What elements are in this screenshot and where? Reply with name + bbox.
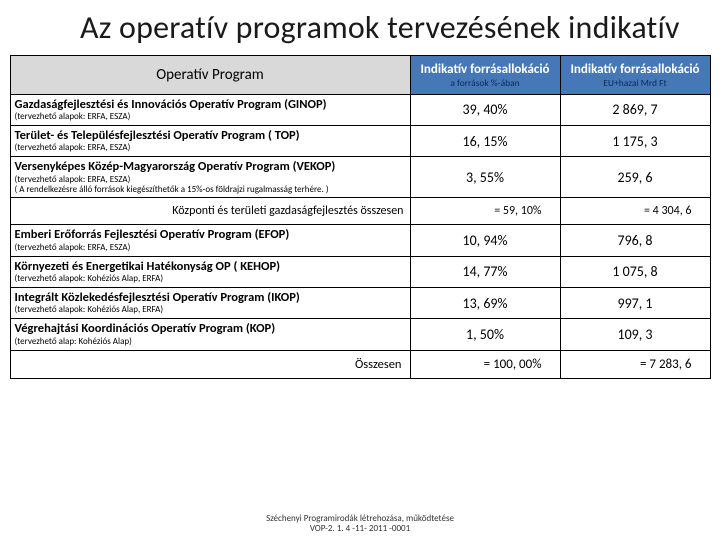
amt-cell: 1 075, 8 — [560, 256, 710, 287]
col-header-pct-main: Indikatív forrásallokáció — [420, 62, 549, 77]
op-name: Környezeti és Energetikai Hatékonyság OP… — [15, 260, 406, 274]
col-header-pct: Indikatív forrásallokáció a források %-á… — [410, 55, 560, 94]
table-row: Környezeti és Energetikai Hatékonyság OP… — [10, 256, 710, 287]
op-note: (tervezhető alapok: Kohéziós Alap, ERFA) — [15, 305, 406, 315]
footer-line2: VOP-2. 1. 4 -11- 2011 -0001 — [0, 524, 720, 534]
slide: Az operatív programok tervezésének indik… — [0, 0, 720, 540]
amt-cell: 997, 1 — [560, 288, 710, 319]
pct-cell: 39, 40% — [410, 94, 560, 125]
col-header-amt-sub: EU+hazai Mrd Ft — [565, 78, 706, 89]
op-note: (tervezhető alap: Kohéziós Alap) — [15, 337, 406, 347]
pct-cell: 13, 69% — [410, 288, 560, 319]
pct-cell: 3, 55% — [410, 157, 560, 198]
amt-cell: 109, 3 — [560, 319, 710, 350]
op-name: Terület- és Településfejlesztési Operatí… — [15, 129, 406, 143]
amt-cell: 796, 8 — [560, 225, 710, 256]
op-cell: Végrehajtási Koordinációs Operatív Progr… — [10, 319, 410, 350]
footer: Széchenyi Programirodák létrehozása, műk… — [0, 514, 720, 534]
table-row: Gazdaságfejlesztési és Innovációs Operat… — [10, 94, 710, 125]
op-name: Végrehajtási Koordinációs Operatív Progr… — [15, 322, 406, 336]
op-note: (tervezhető alapok: ERFA, ESZA) — [15, 143, 406, 153]
table-row: Integrált Közlekedésfejlesztési Operatív… — [10, 288, 710, 319]
op-name: Versenyképes Közép-Magyarország Operatív… — [15, 160, 406, 174]
allocation-table: Operatív Program Indikatív forrásallokác… — [10, 55, 711, 379]
op-cell: Gazdaságfejlesztési és Innovációs Operat… — [10, 94, 410, 125]
op-name: Integrált Közlekedésfejlesztési Operatív… — [15, 291, 406, 305]
col-header-amt: Indikatív forrásallokáció EU+hazai Mrd F… — [560, 55, 710, 94]
table-row: Terület- és Településfejlesztési Operatí… — [10, 126, 710, 157]
total-pct: = 100, 00% — [410, 350, 560, 378]
op-name: Emberi Erőforrás Fejlesztési Operatív Pr… — [15, 228, 406, 242]
total-row: Összesen = 100, 00% = 7 283, 6 — [10, 350, 710, 378]
table-row: Emberi Erőforrás Fejlesztési Operatív Pr… — [10, 225, 710, 256]
op-cell: Terület- és Településfejlesztési Operatí… — [10, 126, 410, 157]
op-cell: Integrált Közlekedésfejlesztési Operatív… — [10, 288, 410, 319]
subtotal-amt: = 4 304, 6 — [560, 198, 710, 225]
table-row: Végrehajtási Koordinációs Operatív Progr… — [10, 319, 710, 350]
col-header-amt-main: Indikatív forrásallokáció — [570, 62, 699, 77]
col-header-op: Operatív Program — [10, 55, 410, 94]
table-row: Versenyképes Közép-Magyarország Operatív… — [10, 157, 710, 198]
subtotal-row: Központi és területi gazdaságfejlesztés … — [10, 198, 710, 225]
op-cell: Emberi Erőforrás Fejlesztési Operatív Pr… — [10, 225, 410, 256]
subtotal-pct: = 59, 10% — [410, 198, 560, 225]
col-header-pct-sub: a források %-ában — [415, 78, 556, 89]
op-name: Gazdaságfejlesztési és Innovációs Operat… — [15, 98, 406, 112]
op-note: ( A rendelkezésre álló források kiegészí… — [15, 185, 406, 195]
subtotal-label: Központi és területi gazdaságfejlesztés … — [10, 198, 410, 225]
op-cell: Versenyképes Közép-Magyarország Operatív… — [10, 157, 410, 198]
pct-cell: 16, 15% — [410, 126, 560, 157]
op-cell: Környezeti és Energetikai Hatékonyság OP… — [10, 256, 410, 287]
pct-cell: 14, 77% — [410, 256, 560, 287]
amt-cell: 1 175, 3 — [560, 126, 710, 157]
amt-cell: 259, 6 — [560, 157, 710, 198]
op-note: (tervezhető alapok: ERFA, ESZA) — [15, 243, 406, 253]
op-note: (tervezhető alapok: Kohéziós Alap, ERFA) — [15, 274, 406, 284]
pct-cell: 1, 50% — [410, 319, 560, 350]
op-note: (tervezhető alapok: ERFA, ESZA) — [15, 112, 406, 122]
table-header-row: Operatív Program Indikatív forrásallokác… — [10, 55, 710, 94]
page-title: Az operatív programok tervezésének indik… — [0, 10, 720, 55]
amt-cell: 2 869, 7 — [560, 94, 710, 125]
pct-cell: 10, 94% — [410, 225, 560, 256]
total-amt: = 7 283, 6 — [560, 350, 710, 378]
total-label: Összesen — [10, 350, 410, 378]
